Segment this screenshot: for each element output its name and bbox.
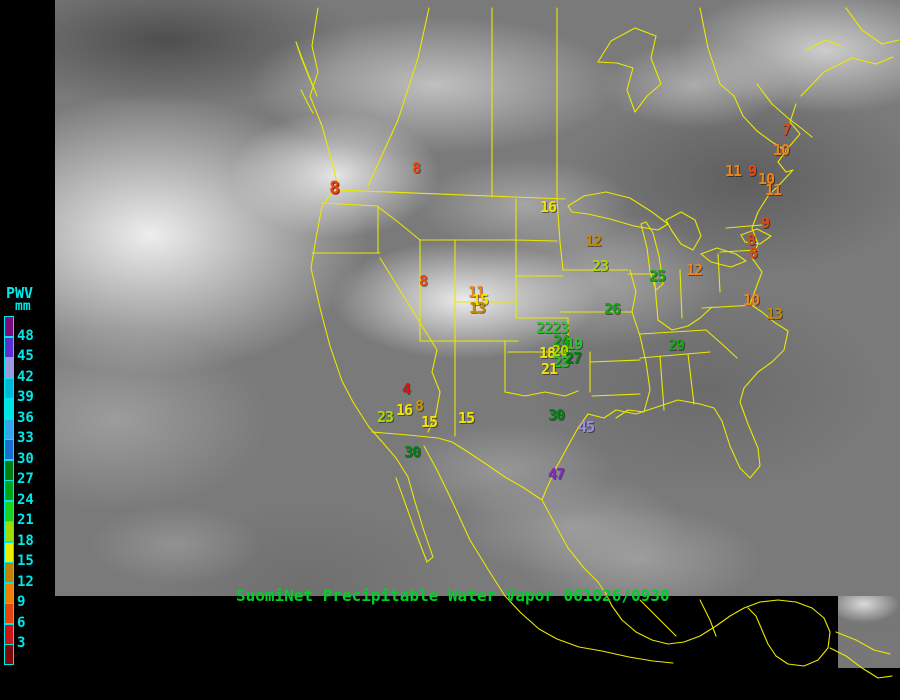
legend-label: 18 — [17, 532, 34, 549]
station-pwv-value: 23 — [551, 319, 569, 337]
station-pwv-value: 7 — [781, 121, 791, 139]
legend-label: 6 — [17, 614, 26, 631]
station-pwv-value: 29 — [667, 336, 685, 354]
legend-swatch — [4, 541, 14, 563]
legend-label: 15 — [17, 553, 34, 569]
legend-swatch — [4, 377, 14, 399]
station-pwv-value: 30 — [403, 443, 421, 461]
station-pwv-value: 10 — [772, 141, 790, 159]
legend-label: 45 — [17, 348, 34, 364]
legend-units: mm — [15, 299, 31, 314]
station-pwv-value: 18 — [538, 344, 556, 362]
legend-label: 39 — [17, 389, 34, 405]
legend-swatch — [4, 644, 14, 665]
legend-swatch — [4, 500, 14, 522]
station-pwv-value: 15 — [420, 413, 438, 431]
station-pwv-value: 11 — [467, 283, 485, 301]
legend-label: 27 — [17, 471, 34, 487]
station-pwv-value: 23 — [591, 257, 609, 275]
legend-label: 12 — [17, 573, 34, 590]
station-pwv-value: 16 — [539, 198, 557, 216]
station-pwv-value: 8 — [414, 397, 424, 415]
legend-swatch — [4, 398, 14, 419]
legend-title: PWV — [6, 284, 34, 302]
station-pwv-value: 8 — [411, 159, 421, 177]
legend-swatch — [4, 603, 14, 624]
legend-label: 21 — [17, 512, 34, 528]
pwv-color-scale: PWV mm 48 45 42 39 36 33 30 27 24 21 18 15 12 9 6 3 — [0, 284, 55, 684]
station-pwv-value: 8 — [329, 177, 340, 199]
station-pwv-value: 15 — [471, 291, 489, 309]
station-pwv-value: 13 — [468, 299, 486, 317]
station-pwv-value: 8 — [418, 272, 428, 290]
legend-label: 30 — [17, 450, 34, 467]
station-pwv-value: 13 — [765, 305, 783, 323]
station-pwv-value: 15 — [457, 409, 475, 427]
station-pwv-value: 12 — [685, 261, 703, 279]
legend-swatch — [4, 439, 14, 460]
legend-label: 3 — [17, 635, 26, 651]
station-pwv-value: 23 — [552, 353, 570, 371]
station-pwv-value: 11 — [764, 181, 782, 199]
station-pwv-value: 8 — [748, 244, 758, 262]
station-pwv-value: 11 — [724, 162, 742, 180]
legend-label: 9 — [17, 594, 26, 610]
legend-label: 48 — [17, 327, 34, 344]
legend-swatch — [4, 623, 14, 645]
station-pwv-value: 47 — [547, 465, 565, 483]
legend-swatch — [4, 582, 14, 604]
legend-label: 42 — [17, 368, 34, 385]
station-pwv-value: 8 — [746, 231, 756, 249]
legend-swatch — [4, 357, 14, 378]
station-pwv-value: 45 — [577, 418, 595, 436]
legend-label: 24 — [17, 491, 34, 508]
station-pwv-value: 23 — [376, 408, 394, 426]
station-pwv-value: 9 — [760, 214, 770, 232]
station-pwv-value: 10 — [742, 291, 760, 309]
legend-swatch — [4, 521, 14, 542]
station-pwv-value: 4 — [401, 380, 411, 398]
caption-text: SuomiNet Precipitable Water Vapor 061026… — [236, 586, 670, 605]
station-pwv-value: 19 — [565, 335, 583, 353]
legend-swatch — [4, 316, 14, 337]
station-pwv-value: 10 — [757, 170, 775, 188]
station-pwv-value: 9 — [747, 162, 757, 180]
legend-swatch — [4, 336, 14, 358]
legend-swatch — [4, 459, 14, 481]
station-pwv-value: 30 — [547, 406, 565, 424]
legend-label: 36 — [17, 409, 34, 426]
station-pwv-value: 27 — [564, 349, 582, 367]
legend-swatch — [4, 562, 14, 583]
legend-swatch — [4, 418, 14, 440]
station-pwv-value: 12 — [584, 232, 602, 250]
station-pwv-value: 16 — [395, 401, 413, 419]
station-pwv-value: 21 — [540, 360, 558, 378]
station-pwv-value: 25 — [648, 267, 666, 285]
station-pwv-value: 22 — [535, 319, 553, 337]
legend-swatch — [4, 480, 14, 501]
station-pwv-value: 24 — [552, 332, 570, 350]
station-pwv-value: 26 — [603, 300, 621, 318]
legend-label: 33 — [17, 430, 34, 446]
station-pwv-value: 20 — [551, 342, 569, 360]
